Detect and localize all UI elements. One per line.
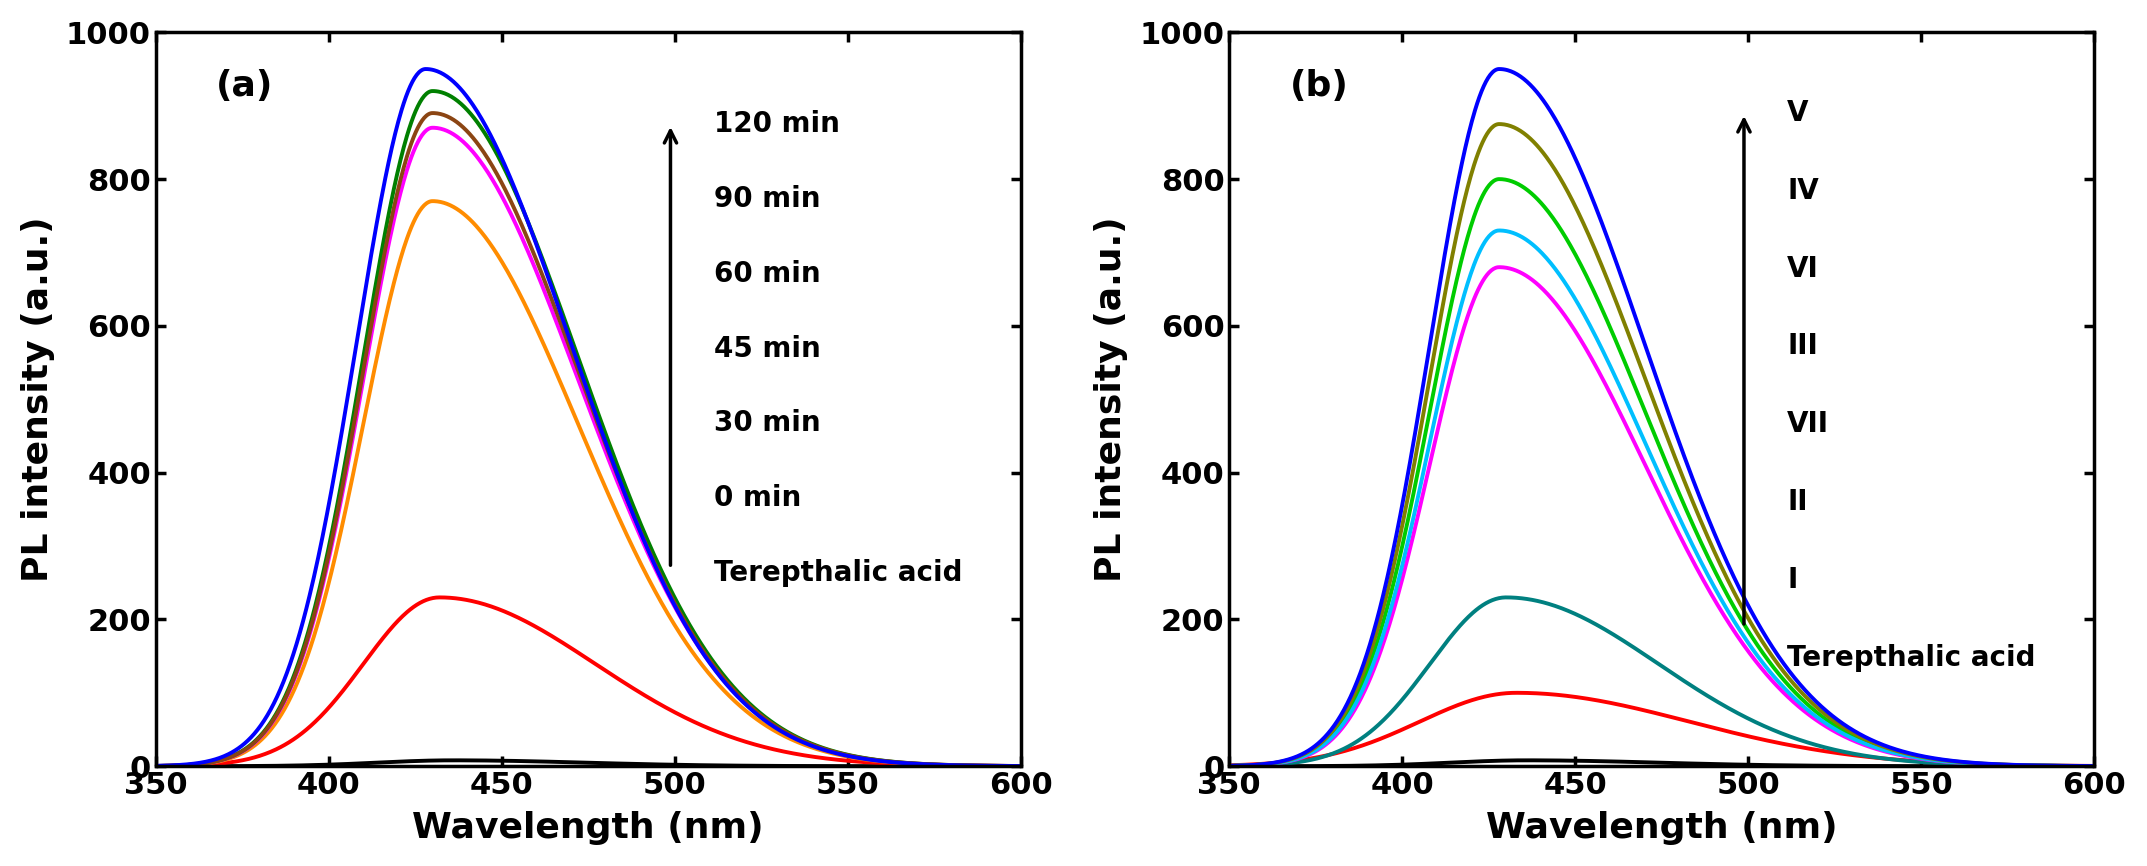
Text: I: I: [1786, 565, 1797, 594]
Text: V: V: [1786, 99, 1808, 127]
Text: 120 min: 120 min: [713, 110, 839, 138]
Text: (a): (a): [217, 69, 273, 103]
Text: III: III: [1786, 333, 1819, 360]
Text: Terepthalic acid: Terepthalic acid: [1786, 643, 2035, 672]
Text: VI: VI: [1786, 255, 1819, 282]
Text: 45 min: 45 min: [713, 334, 820, 363]
Text: Terepthalic acid: Terepthalic acid: [713, 559, 962, 587]
Text: 60 min: 60 min: [713, 260, 820, 288]
Y-axis label: PL intensity (a.u.): PL intensity (a.u.): [21, 216, 56, 582]
Text: 0 min: 0 min: [713, 484, 801, 513]
X-axis label: Wavelength (nm): Wavelength (nm): [412, 811, 764, 845]
Text: 30 min: 30 min: [713, 410, 820, 437]
Text: II: II: [1786, 488, 1808, 516]
Text: IV: IV: [1786, 177, 1819, 205]
Text: VII: VII: [1786, 410, 1829, 438]
Y-axis label: PL intensity (a.u.): PL intensity (a.u.): [1095, 216, 1129, 582]
Text: 90 min: 90 min: [713, 185, 820, 213]
X-axis label: Wavelength (nm): Wavelength (nm): [1486, 811, 1838, 845]
Text: (b): (b): [1290, 69, 1348, 103]
